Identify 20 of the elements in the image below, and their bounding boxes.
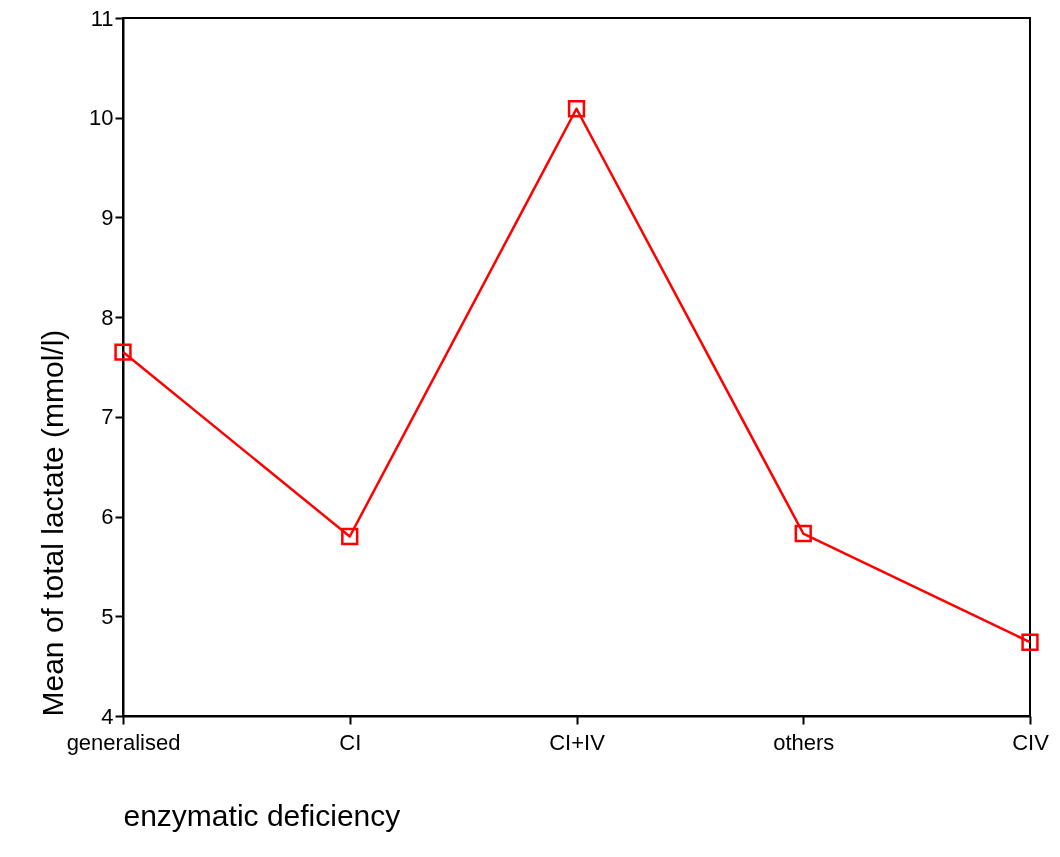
- point: [794, 524, 812, 543]
- x-tick-label: CI: [339, 729, 362, 755]
- point: [114, 343, 132, 361]
- x-tick-label: others: [773, 729, 835, 755]
- y-tick-label: 7: [101, 404, 114, 430]
- y-axis-title: Mean of total lactate (mmol/l): [36, 329, 70, 717]
- point: [341, 527, 359, 546]
- y-tick-label: 4: [101, 703, 114, 729]
- y-tick-label: 5: [101, 603, 114, 629]
- y-tick-label: 9: [101, 204, 114, 230]
- y-tick-label: 6: [101, 504, 114, 530]
- y-tick-label: 10: [89, 105, 114, 131]
- y-tick-label: 11: [90, 5, 114, 31]
- point: [1021, 633, 1039, 651]
- x-tick-label: CI+IV: [549, 729, 606, 755]
- x-tick-label: CIV: [1012, 729, 1050, 755]
- x-axis-title: enzymatic deficiency: [123, 798, 401, 832]
- point: [567, 100, 586, 118]
- y-tick-label: 8: [101, 304, 114, 330]
- x-tick-label: generalised: [66, 729, 181, 755]
